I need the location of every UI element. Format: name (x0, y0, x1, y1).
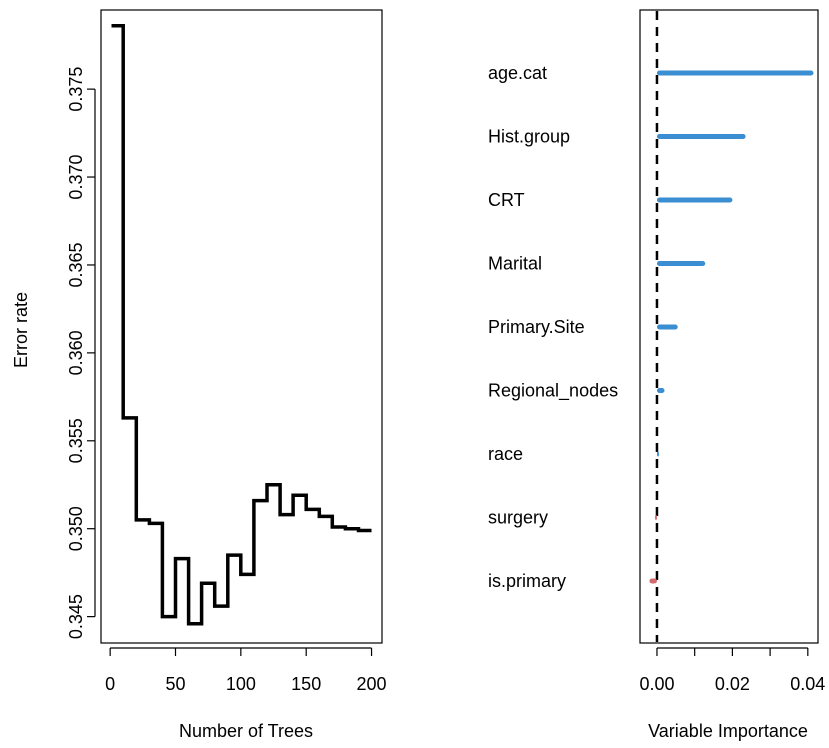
x-tick-label: 0 (105, 674, 115, 694)
importance-x-axis-title: Variable Importance (648, 721, 808, 741)
variable-labels: age.cat Hist.group CRT Marital Primary.Site R… (488, 63, 618, 591)
variable-label: Marital (488, 254, 542, 274)
x-tick-label: 0.00 (639, 674, 674, 694)
y-tick-label: 0.360 (66, 330, 86, 375)
x-tick-label: 150 (291, 674, 321, 694)
importance-bar (649, 578, 657, 584)
variable-label: Regional_nodes (488, 381, 618, 402)
error-rate-y-axis: 0.345 0.350 0.355 0.360 0.365 0.370 0.375 (66, 67, 96, 639)
importance-bar (656, 388, 665, 393)
variable-importance-panel: age.cat Hist.group CRT Marital Primary.Site R… (488, 9, 825, 741)
x-tick-label: 200 (357, 674, 387, 694)
y-tick-label: 0.375 (66, 67, 86, 112)
x-tick-label: 50 (165, 674, 185, 694)
importance-bar (656, 197, 733, 203)
y-tick-label: 0.370 (66, 155, 86, 200)
importance-bars (649, 70, 814, 584)
error-rate-x-axis: 0 50 100 150 200 (105, 647, 387, 694)
error-rate-line (111, 24, 372, 626)
x-tick-label: 0.04 (790, 674, 825, 694)
error-rate-plot-frame (100, 9, 383, 644)
importance-bar (656, 324, 678, 330)
importance-bar (654, 515, 657, 520)
x-tick-label: 100 (226, 674, 256, 694)
variable-label: race (488, 444, 523, 464)
variable-label: Hist.group (488, 127, 570, 147)
importance-x-axis: 0.00 0.02 0.04 (639, 647, 825, 694)
importance-bar (656, 134, 746, 139)
variable-importance-plot-frame (639, 9, 819, 644)
importance-bar (656, 261, 706, 266)
y-tick-label: 0.350 (66, 506, 86, 551)
variable-label: age.cat (488, 63, 547, 83)
variable-label: is.primary (488, 571, 566, 591)
variable-label: Primary.Site (488, 317, 585, 337)
y-tick-label: 0.355 (66, 418, 86, 463)
y-tick-label: 0.345 (66, 594, 86, 639)
importance-bar (656, 70, 814, 76)
x-tick-label: 0.02 (715, 674, 750, 694)
error-rate-x-axis-title: Number of Trees (179, 721, 313, 741)
y-tick-label: 0.365 (66, 242, 86, 287)
variable-label: CRT (488, 190, 525, 210)
error-rate-panel: 0 50 100 150 200 0.3450.3500.3550.3600.3650.… (11, 9, 387, 741)
variable-label: surgery (488, 508, 548, 528)
error-rate-y-axis-title: Error rate (11, 292, 31, 368)
importance-bar (656, 451, 659, 457)
